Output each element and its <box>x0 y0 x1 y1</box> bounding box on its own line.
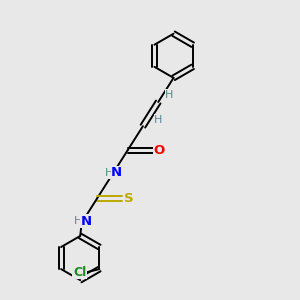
Text: H: H <box>74 216 82 226</box>
Text: H: H <box>165 90 174 100</box>
Text: N: N <box>80 215 92 228</box>
Text: N: N <box>111 167 122 179</box>
Text: Cl: Cl <box>73 266 86 278</box>
Text: S: S <box>124 192 133 205</box>
Text: H: H <box>105 168 113 178</box>
Text: H: H <box>154 115 162 125</box>
Text: O: O <box>154 144 165 157</box>
